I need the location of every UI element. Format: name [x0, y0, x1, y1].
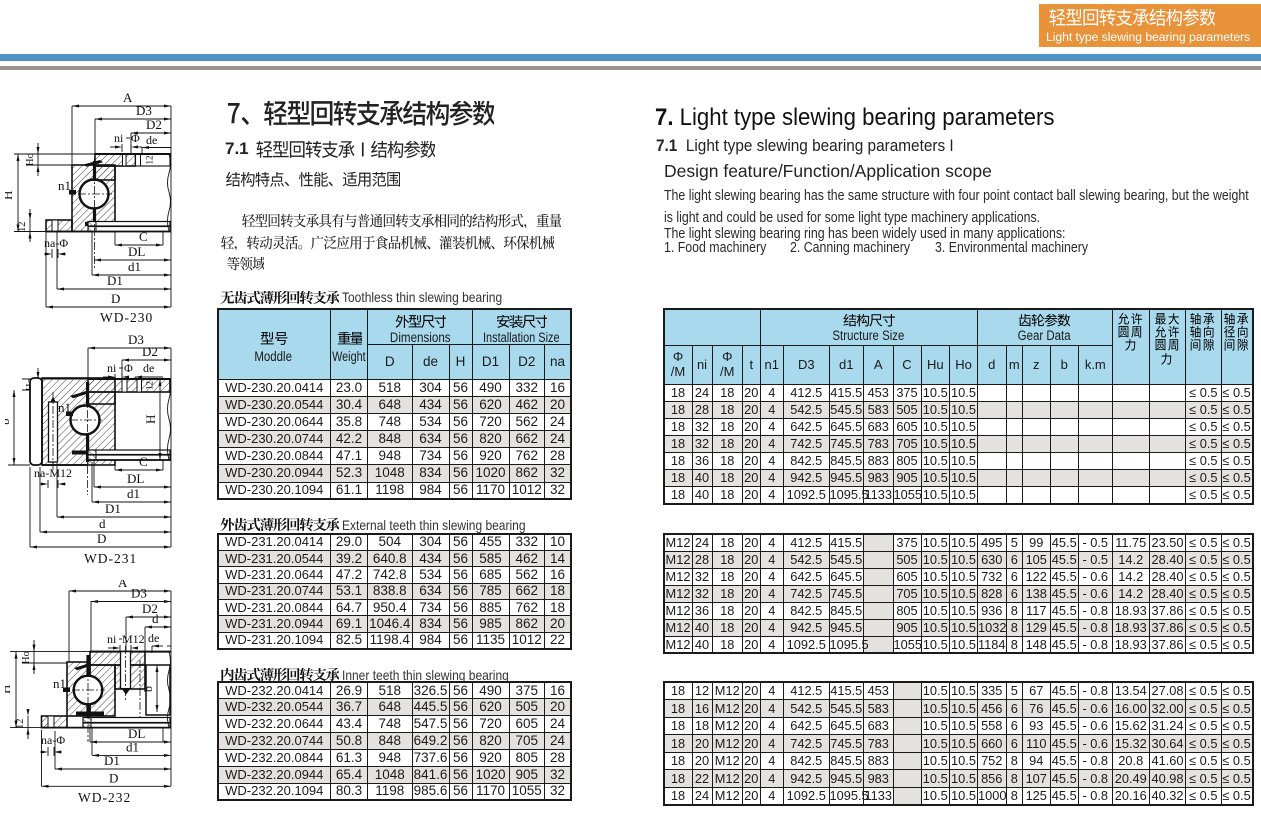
svg-text:H: H [5, 191, 15, 200]
svg-text:D: D [97, 531, 106, 546]
svg-text:M12: M12 [122, 632, 145, 646]
svg-text:12: 12 [145, 156, 155, 165]
svg-text:Φ: Φ [124, 361, 133, 375]
svg-text:DL: DL [127, 471, 144, 486]
svg-text:D2: D2 [142, 601, 158, 616]
svg-text:Ho: Ho [21, 651, 32, 664]
svg-text:ni: ni [107, 361, 117, 375]
svg-text:ni: ni [107, 632, 117, 646]
svg-text:na-Φ: na-Φ [44, 236, 68, 250]
svg-text:ni: ni [114, 131, 124, 145]
svg-text:H: H [5, 685, 13, 694]
svg-text:DL: DL [128, 726, 145, 741]
svg-text:D1: D1 [105, 501, 121, 516]
svg-text:D1: D1 [107, 273, 123, 288]
svg-text:de: de [148, 631, 159, 645]
svg-text:H: H [143, 415, 158, 424]
svg-text:na-M12: na-M12 [34, 466, 72, 480]
svg-text:12: 12 [15, 719, 26, 730]
svg-text:d: d [152, 611, 159, 626]
svg-text:DL: DL [128, 244, 145, 259]
svg-text:n1: n1 [58, 178, 71, 193]
svg-text:12: 12 [145, 381, 155, 390]
svg-text:D1: D1 [104, 753, 120, 768]
svg-text:D2: D2 [142, 344, 158, 359]
svg-text:D: D [111, 291, 120, 306]
svg-text:C: C [139, 454, 148, 469]
svg-text:A: A [123, 90, 133, 105]
svg-text:na-Φ: na-Φ [41, 733, 65, 747]
svg-text:D3: D3 [136, 103, 152, 118]
svg-text:b: b [141, 686, 155, 692]
svg-text:d1: d1 [126, 739, 139, 754]
svg-text:n1: n1 [58, 400, 71, 415]
svg-text:de: de [146, 133, 157, 147]
svg-text:d: d [99, 516, 106, 531]
svg-text:D2: D2 [146, 117, 162, 132]
svg-text:WD-232: WD-232 [78, 790, 131, 805]
svg-text:C: C [139, 229, 148, 244]
svg-text:n1: n1 [53, 676, 66, 691]
svg-text:A: A [118, 580, 128, 590]
svg-text:b: b [5, 419, 12, 426]
svg-text:D3: D3 [131, 586, 147, 601]
svg-text:Ho: Ho [25, 153, 36, 166]
svg-text:d1: d1 [128, 259, 141, 274]
svg-text:d1: d1 [127, 486, 140, 501]
svg-text:de: de [143, 361, 154, 375]
svg-text:D3: D3 [128, 335, 144, 347]
svg-text:Φ: Φ [131, 131, 140, 145]
svg-text:WD-230: WD-230 [100, 310, 153, 325]
svg-text:WD-231: WD-231 [84, 551, 137, 566]
svg-text:12: 12 [17, 222, 28, 233]
svg-text:D: D [109, 770, 118, 785]
